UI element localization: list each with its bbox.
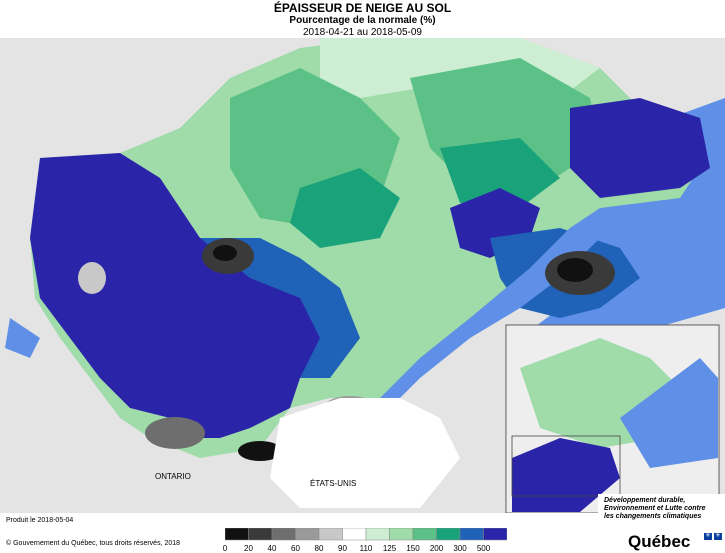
fleur-de-lis-icon: ⚜: [704, 533, 712, 540]
low-snow-gaspe-inner: [557, 258, 593, 282]
legend-swatch: [389, 528, 414, 541]
title-block: ÉPAISSEUR DE NEIGE AU SOL Pourcentage de…: [0, 0, 725, 38]
legend-swatch: [271, 528, 296, 541]
logo-text: Développement durable, Environnement et …: [604, 497, 706, 520]
legend-swatch: [483, 528, 507, 541]
map-title: ÉPAISSEUR DE NEIGE AU SOL: [273, 1, 452, 15]
quebec-logo: Développement durable, Environnement et …: [598, 494, 725, 552]
produced-date: Produit le 2018-05-04: [6, 517, 74, 524]
legend-swatch: [295, 528, 320, 541]
legend-label: 20: [244, 544, 253, 553]
legend-label: 90: [338, 544, 347, 553]
zone-90-110-south: [270, 398, 460, 508]
zone-200-300-a: [290, 168, 400, 248]
legend-label: 110: [359, 544, 373, 553]
legend-swatch: [365, 528, 390, 541]
inset-extent-box: [511, 435, 621, 497]
legend-label: 125: [382, 544, 397, 553]
legend-swatch: [248, 528, 273, 541]
legend-swatch: [318, 528, 343, 541]
legend: [225, 528, 507, 541]
low-snow-south-2: [238, 441, 282, 461]
zone-300-500-band: [200, 238, 360, 378]
inset-water: [620, 358, 718, 468]
legend-label: 0: [222, 544, 228, 553]
low-snow-west: [78, 262, 106, 294]
snow-depth-map: [0, 38, 725, 513]
fleur-de-lis-icon: ⚜: [714, 533, 722, 540]
low-snow-abitibi-inner: [213, 245, 237, 261]
label-usa: ÉTATS-UNIS: [310, 479, 357, 488]
legend-label: 200: [429, 544, 444, 553]
legend-label: 60: [291, 544, 300, 553]
inset-south-blue: [512, 438, 620, 512]
legend-label: 150: [406, 544, 420, 553]
logo-word: Québec: [628, 532, 691, 551]
legend-swatch: [412, 528, 437, 541]
legend-label: 500: [476, 544, 491, 553]
legend-label: 40: [267, 544, 277, 553]
label-ontario: ONTARIO: [155, 472, 191, 481]
map-period: 2018-04-21 au 2018-05-09: [303, 27, 422, 38]
legend-swatch: [459, 528, 484, 541]
james-bay: [0, 38, 110, 178]
zone-500-west: [30, 153, 330, 438]
legend-swatch: [342, 528, 367, 541]
zone-500-ne: [570, 98, 710, 198]
hudson-water: [5, 318, 40, 358]
copyright: © Gouvernement du Québec, tous droits ré…: [6, 540, 181, 547]
legend-label: 300: [453, 544, 467, 553]
low-snow-south-1: [145, 417, 205, 449]
legend-swatch: [436, 528, 461, 541]
legend-swatch: [225, 528, 249, 541]
legend-label: 80: [314, 544, 324, 553]
zone-200-300-b: [440, 138, 560, 208]
map-subtitle: Pourcentage de la normale (%): [289, 15, 436, 26]
